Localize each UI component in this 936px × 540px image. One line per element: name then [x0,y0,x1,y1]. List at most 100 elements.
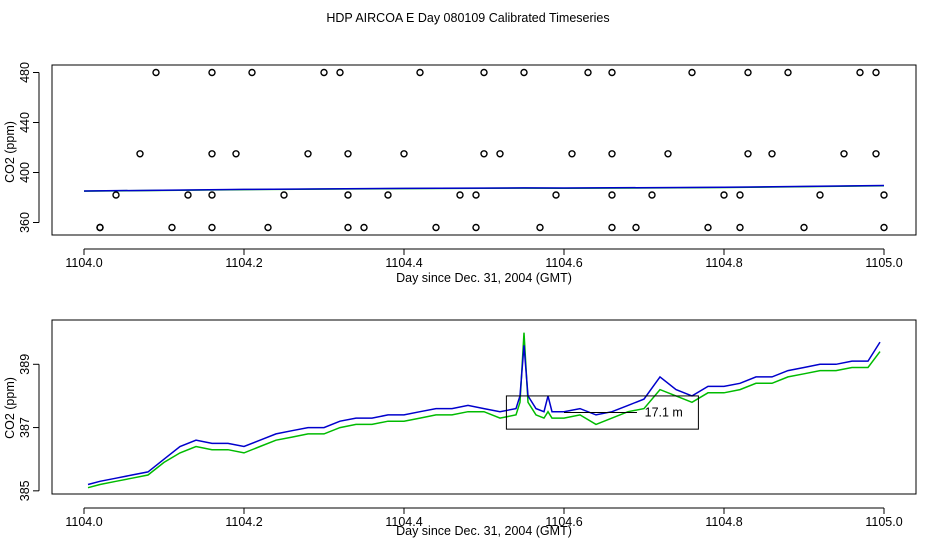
data-point [304,150,312,158]
data-point [384,191,392,199]
data-point [168,223,176,232]
x-tick-label: 1104.2 [225,256,262,270]
series-line-1-0 [87,332,881,489]
annotation-box [505,395,699,430]
data-point [744,68,752,77]
data-point [344,191,352,199]
data-point [480,68,488,77]
data-point [688,68,696,77]
data-point [608,223,616,232]
data-point [744,150,752,158]
bottom-plot-frame [51,319,917,495]
data-point [856,68,864,77]
data-point [816,191,824,199]
data-point [736,191,744,199]
data-point [800,223,808,232]
x-tick-label: 1104.4 [385,515,422,529]
data-point [704,223,712,232]
series-line-1-1 [87,341,881,486]
bottom-panel: 17.1 m 1104.0 1104.2 1104.4 1104.6 1104.8 110… [3,319,917,538]
y-tick-label: 440 [18,112,32,133]
data-point [608,191,616,199]
data-point [536,223,544,232]
data-point [248,68,256,77]
top-panel: 1104.0 1104.2 1104.4 1104.6 1104.8 1105.0 360… [3,62,917,285]
data-point [96,223,104,232]
x-tick-label: 1105.0 [865,515,902,529]
data-point [784,68,792,77]
data-point [264,223,272,232]
bottom-x-axis-label: Day since Dec. 31, 2004 (GMT) [396,524,572,538]
data-point [400,150,408,158]
data-point [336,68,344,77]
y-tick-label: 400 [18,162,32,183]
data-point [768,150,776,158]
data-point [152,68,160,77]
top-y-axis-label: CO2 (ppm) [3,121,17,183]
data-point [320,68,328,77]
x-tick-label: 1104.4 [385,256,422,270]
data-point [608,68,616,77]
data-point [880,223,888,232]
y-tick-label: 389 [18,354,32,375]
x-tick-label: 1104.2 [225,515,262,529]
data-point [208,223,216,232]
top-x-axis-label: Day since Dec. 31, 2004 (GMT) [396,271,572,285]
x-tick-label: 1104.6 [545,515,582,529]
data-point [112,191,120,199]
y-tick-label: 360 [18,212,32,233]
data-point [736,223,744,232]
bottom-y-axis-label: CO2 (ppm) [3,377,17,439]
data-point [456,191,464,199]
data-point [840,150,848,158]
data-point [136,150,144,158]
data-point [232,150,240,158]
x-tick-label: 1104.8 [705,256,742,270]
data-point [344,150,352,158]
series-line-0-1 [83,184,885,192]
data-point [520,68,528,77]
x-tick-label: 1104.8 [705,515,742,529]
bottom-x-axis: 1104.0 1104.2 1104.4 1104.6 1104.8 1105.0 [65,507,903,529]
x-tick-label: 1104.0 [65,515,102,529]
y-tick-label: 385 [18,480,32,501]
y-tick-label: 480 [18,62,32,83]
data-point [608,150,616,158]
annotation-label: 17.1 m [645,406,683,420]
data-point [880,191,888,199]
data-point [568,150,576,158]
data-point [432,223,440,232]
x-tick-label: 1104.6 [545,256,582,270]
data-point [472,191,480,199]
data-point [208,191,216,199]
annotation: 17.1 m [505,395,699,430]
y-tick-label: 387 [18,417,32,438]
data-point [344,223,352,232]
data-point [632,223,640,232]
x-tick-label: 1105.0 [865,256,902,270]
data-point [872,68,880,77]
top-series-lines [83,184,885,192]
top-points [96,68,888,232]
data-point [480,150,488,158]
data-point [648,191,656,199]
data-point [280,191,288,199]
bottom-series-lines [87,332,881,489]
data-point [360,223,368,232]
data-point [552,191,560,199]
bottom-y-axis: 385 387 389 [18,354,40,501]
data-point [584,68,592,77]
top-plot-frame [51,64,917,236]
data-point [664,150,672,158]
data-point [184,191,192,199]
data-point [472,223,480,232]
top-y-axis: 360 400 440 480 [18,62,40,233]
top-x-axis: 1104.0 1104.2 1104.4 1104.6 1104.8 1105.0 [65,248,903,270]
data-point [208,150,216,158]
data-point [416,68,424,77]
data-point [872,150,880,158]
data-point [720,191,728,199]
chart-title: HDP AIRCOA E Day 080109 Calibrated Times… [326,11,609,25]
x-tick-label: 1104.0 [65,256,102,270]
data-point [496,150,504,158]
